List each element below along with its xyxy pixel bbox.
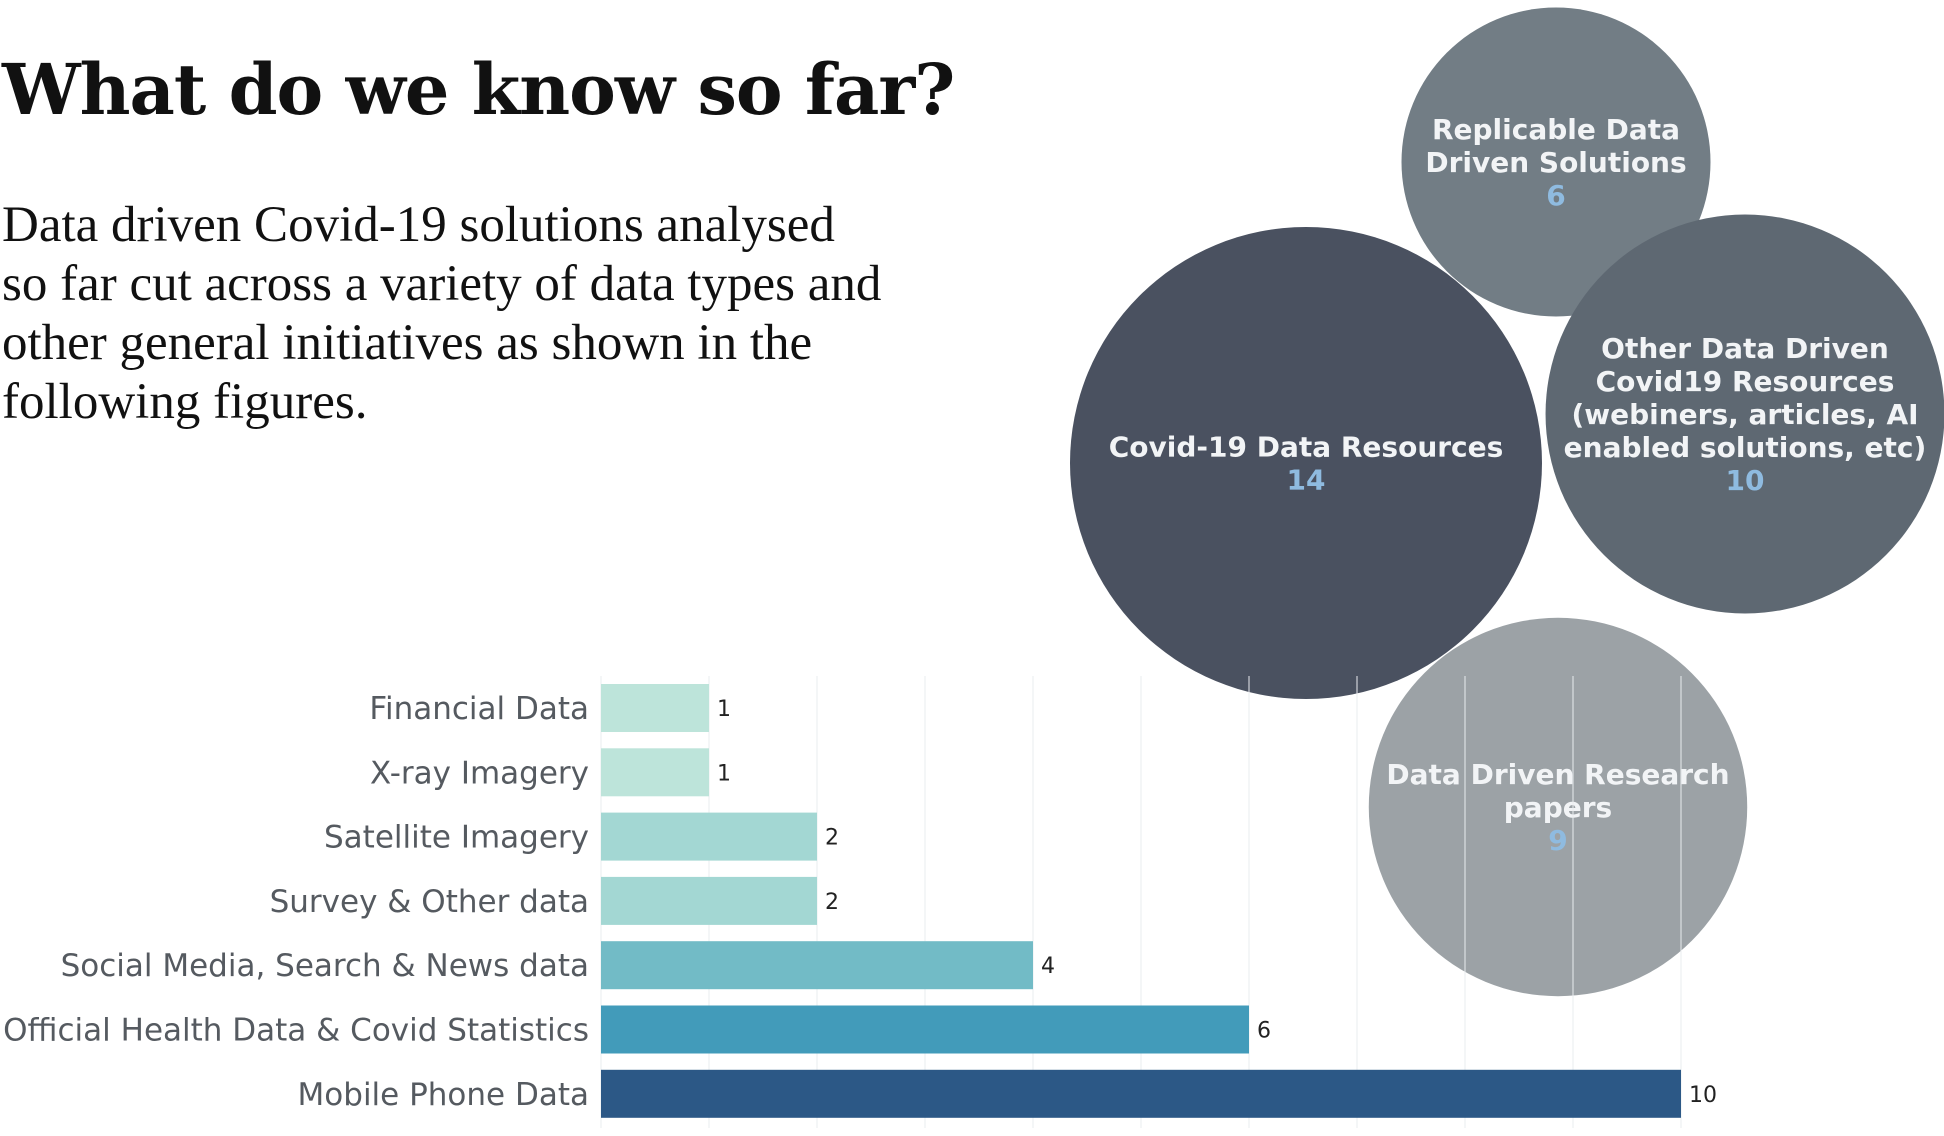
bar-row: Social Media, Search & News data 4 bbox=[61, 941, 1055, 990]
bubble-circle bbox=[1545, 214, 1944, 614]
bar-category-label: Official Health Data & Covid Statistics bbox=[3, 1013, 589, 1049]
bubble-label: papers bbox=[1504, 791, 1612, 824]
bar-category-label: Satellite Imagery bbox=[324, 820, 589, 856]
bar-value-label: 10 bbox=[1689, 1083, 1717, 1108]
bubble-value: 6 bbox=[1546, 179, 1565, 212]
bar-category-label: X-ray Imagery bbox=[370, 755, 589, 791]
bubble-label: Data Driven Research bbox=[1386, 758, 1729, 791]
bar-row: Survey & Other data 2 bbox=[270, 876, 839, 925]
bubble-circle bbox=[1070, 227, 1542, 699]
bubble-circle bbox=[1401, 7, 1711, 317]
bar-value-label: 6 bbox=[1257, 1019, 1271, 1044]
bar bbox=[601, 941, 1033, 990]
bar-row: Satellite Imagery 2 bbox=[324, 812, 839, 861]
bar-value-label: 2 bbox=[825, 826, 839, 851]
bar-category-label: Financial Data bbox=[369, 691, 589, 727]
bar-category-label: Social Media, Search & News data bbox=[61, 948, 589, 984]
bar-value-label: 1 bbox=[717, 697, 731, 722]
bar bbox=[601, 684, 709, 732]
bar-category-label: Survey & Other data bbox=[270, 884, 589, 920]
bubble-label: Covid19 Resources bbox=[1596, 365, 1895, 398]
bar-row: X-ray Imagery 1 bbox=[370, 748, 731, 797]
bubble-value: 14 bbox=[1287, 464, 1326, 497]
bar-row: Official Health Data & Covid Statistics 6 bbox=[3, 1005, 1271, 1054]
bar bbox=[601, 876, 817, 925]
bar bbox=[601, 748, 709, 797]
bar-row: Financial Data 1 bbox=[369, 684, 731, 732]
page-title: What do we know so far? bbox=[2, 48, 955, 131]
bar-category-label: Mobile Phone Data bbox=[298, 1077, 589, 1113]
bubble-label: Other Data Driven bbox=[1601, 332, 1889, 365]
bubble-label: Replicable Data bbox=[1432, 113, 1680, 146]
bar-value-label: 2 bbox=[825, 890, 839, 915]
bar-value-label: 1 bbox=[717, 761, 731, 786]
bubble-circle bbox=[1368, 617, 1748, 997]
bar bbox=[601, 1005, 1249, 1054]
bar bbox=[601, 1069, 1681, 1118]
bubble-value: 9 bbox=[1548, 824, 1567, 857]
bubble-label: (webiners, articles, AI bbox=[1571, 398, 1918, 431]
bar bbox=[601, 812, 817, 861]
bubble-label: Driven Solutions bbox=[1425, 146, 1686, 179]
page-description: Data driven Covid-19 solutions analysed … bbox=[2, 197, 882, 430]
bar-value-label: 4 bbox=[1041, 954, 1055, 979]
bubble-label: Covid-19 Data Resources bbox=[1109, 431, 1504, 464]
bar-row: Mobile Phone Data 10 bbox=[298, 1069, 1717, 1118]
bubble-label: enabled solutions, etc) bbox=[1564, 431, 1927, 464]
bubble-value: 10 bbox=[1726, 464, 1765, 497]
